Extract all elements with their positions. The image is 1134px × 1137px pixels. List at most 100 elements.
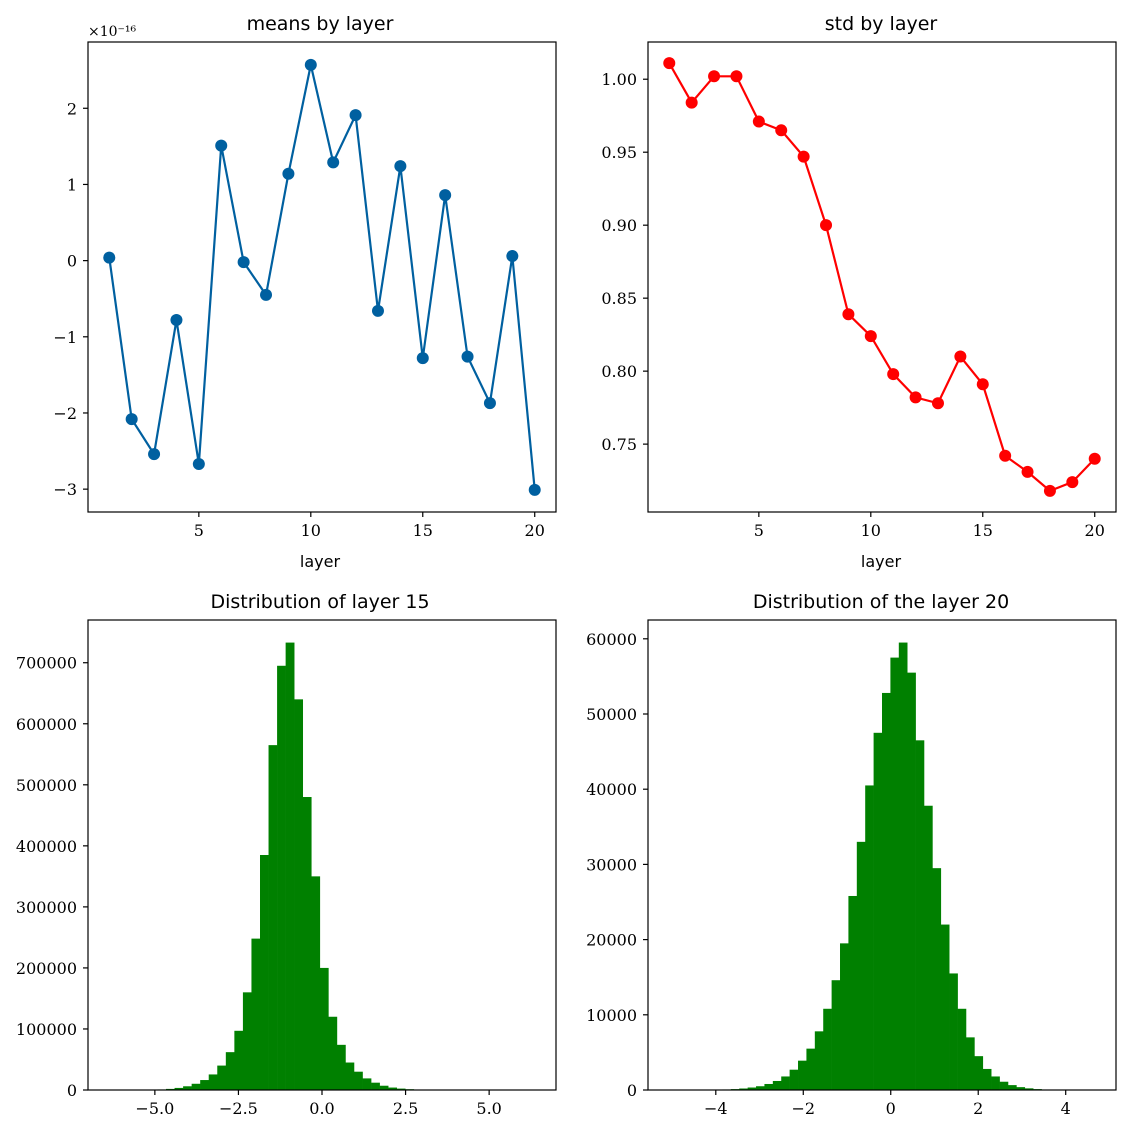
layer-15-histogram: Distribution of layer 15 −5.0 −2.5 0.0 2.5 5… bbox=[16, 591, 557, 1118]
histogram-bar bbox=[747, 1087, 757, 1090]
histogram-bar bbox=[396, 1088, 406, 1090]
data-point bbox=[1066, 476, 1079, 489]
y-tick-label: 0 bbox=[67, 252, 77, 271]
histogram-bar bbox=[982, 1068, 992, 1090]
data-point bbox=[1043, 484, 1056, 497]
data-point bbox=[327, 156, 340, 169]
chart-title: means by layer bbox=[247, 13, 394, 35]
data-point bbox=[260, 288, 273, 301]
data-point bbox=[708, 70, 721, 83]
histogram-bar bbox=[242, 992, 252, 1090]
y-tick-label: 0 bbox=[67, 1081, 77, 1100]
y-tick-label: 50000 bbox=[586, 705, 637, 724]
histogram-bar bbox=[840, 943, 849, 1090]
layer-20-histogram: Distribution of the layer 20 −4 −2 0 2 4 0 100… bbox=[586, 591, 1117, 1118]
histogram-bar bbox=[814, 1031, 824, 1090]
histogram-bar bbox=[208, 1074, 218, 1090]
data-point bbox=[820, 219, 833, 232]
histogram-bar bbox=[234, 1030, 244, 1090]
data-point bbox=[170, 314, 183, 327]
histogram-bar bbox=[302, 797, 312, 1090]
histogram-bar bbox=[865, 785, 874, 1090]
data-point bbox=[148, 448, 161, 461]
y-tick-label: 30000 bbox=[586, 855, 637, 874]
histogram-bar bbox=[328, 1016, 338, 1090]
histogram-bar bbox=[336, 1044, 346, 1090]
y-tick-label: −3 bbox=[53, 480, 77, 499]
y-tick-label: 100000 bbox=[16, 1020, 77, 1039]
histogram-bar bbox=[890, 657, 900, 1090]
y-tick-label: 0.85 bbox=[601, 289, 637, 308]
data-point bbox=[775, 124, 788, 137]
y-tick-label: 60000 bbox=[586, 630, 637, 649]
histogram-bar bbox=[781, 1076, 790, 1090]
histogram-bar bbox=[174, 1087, 184, 1090]
y-tick-label: −2 bbox=[53, 404, 77, 423]
data-point bbox=[842, 308, 855, 321]
histogram-bar bbox=[940, 924, 950, 1090]
histogram-bar bbox=[371, 1082, 380, 1090]
data-point bbox=[371, 304, 384, 317]
x-axis-label: layer bbox=[300, 552, 341, 571]
histogram-bar bbox=[225, 1052, 235, 1090]
data-point bbox=[1021, 465, 1034, 478]
x-tick-label: −2.5 bbox=[219, 1099, 258, 1118]
data-point bbox=[237, 256, 250, 269]
y-tick-label: 1 bbox=[67, 175, 77, 194]
data-point bbox=[1088, 452, 1101, 465]
y-tick-label: 0.95 bbox=[601, 143, 637, 162]
data-point bbox=[304, 58, 317, 71]
histogram-bar bbox=[739, 1088, 748, 1090]
histogram-bar bbox=[873, 732, 883, 1090]
histogram-bar bbox=[277, 665, 286, 1090]
data-point bbox=[954, 350, 967, 363]
y-multiplier-label: ×10⁻¹⁶ bbox=[88, 24, 137, 40]
data-point bbox=[192, 458, 205, 471]
x-tick-label: 2.5 bbox=[393, 1099, 418, 1118]
x-tick-label: 20 bbox=[525, 521, 545, 540]
y-tick-label: 0.80 bbox=[601, 362, 637, 381]
histogram-bar bbox=[907, 672, 916, 1090]
y-tick-label: 300000 bbox=[16, 898, 77, 917]
y-tick-label: 1.00 bbox=[601, 70, 637, 89]
y-tick-label: 0.90 bbox=[601, 216, 637, 235]
y-tick-label: 2 bbox=[67, 99, 77, 118]
data-point bbox=[528, 483, 541, 496]
axes-frame bbox=[87, 41, 557, 513]
histogram-bar bbox=[294, 699, 304, 1090]
axes-frame bbox=[647, 41, 1117, 513]
data-point bbox=[349, 109, 362, 122]
histogram-bar bbox=[974, 1056, 984, 1090]
y-tick-label: 0 bbox=[627, 1081, 637, 1100]
data-point bbox=[887, 368, 900, 381]
y-tick-label: −1 bbox=[53, 328, 77, 347]
x-tick-label: 5.0 bbox=[476, 1099, 501, 1118]
histogram-bar bbox=[353, 1071, 363, 1090]
data-point bbox=[439, 189, 452, 202]
data-point bbox=[282, 167, 295, 180]
histogram-bar bbox=[991, 1076, 1000, 1090]
series-line bbox=[108, 64, 536, 491]
histogram-bar bbox=[923, 805, 933, 1090]
histogram-bar bbox=[260, 855, 269, 1090]
histogram-bar bbox=[217, 1065, 227, 1090]
histogram-bar bbox=[831, 980, 841, 1090]
y-tick-label: 700000 bbox=[16, 654, 77, 673]
histogram-bar bbox=[311, 876, 321, 1090]
means-by-layer-chart: means by layer ×10⁻¹⁶ layer 5 10 15 20−3−2−… bbox=[53, 13, 557, 571]
histogram-bar bbox=[191, 1083, 201, 1090]
data-point bbox=[215, 139, 228, 152]
x-tick-label: 10 bbox=[861, 521, 881, 540]
data-point bbox=[685, 96, 698, 109]
x-tick-label: −2 bbox=[791, 1099, 815, 1118]
y-tick-label: 600000 bbox=[16, 715, 77, 734]
x-tick-label: 10 bbox=[301, 521, 321, 540]
histogram-bar bbox=[1024, 1088, 1034, 1090]
data-point bbox=[125, 413, 138, 426]
x-tick-label: 2 bbox=[973, 1099, 983, 1118]
histogram-bar bbox=[823, 1008, 832, 1090]
data-point bbox=[864, 330, 877, 343]
data-point bbox=[909, 391, 922, 404]
x-tick-label: 5 bbox=[194, 521, 204, 540]
